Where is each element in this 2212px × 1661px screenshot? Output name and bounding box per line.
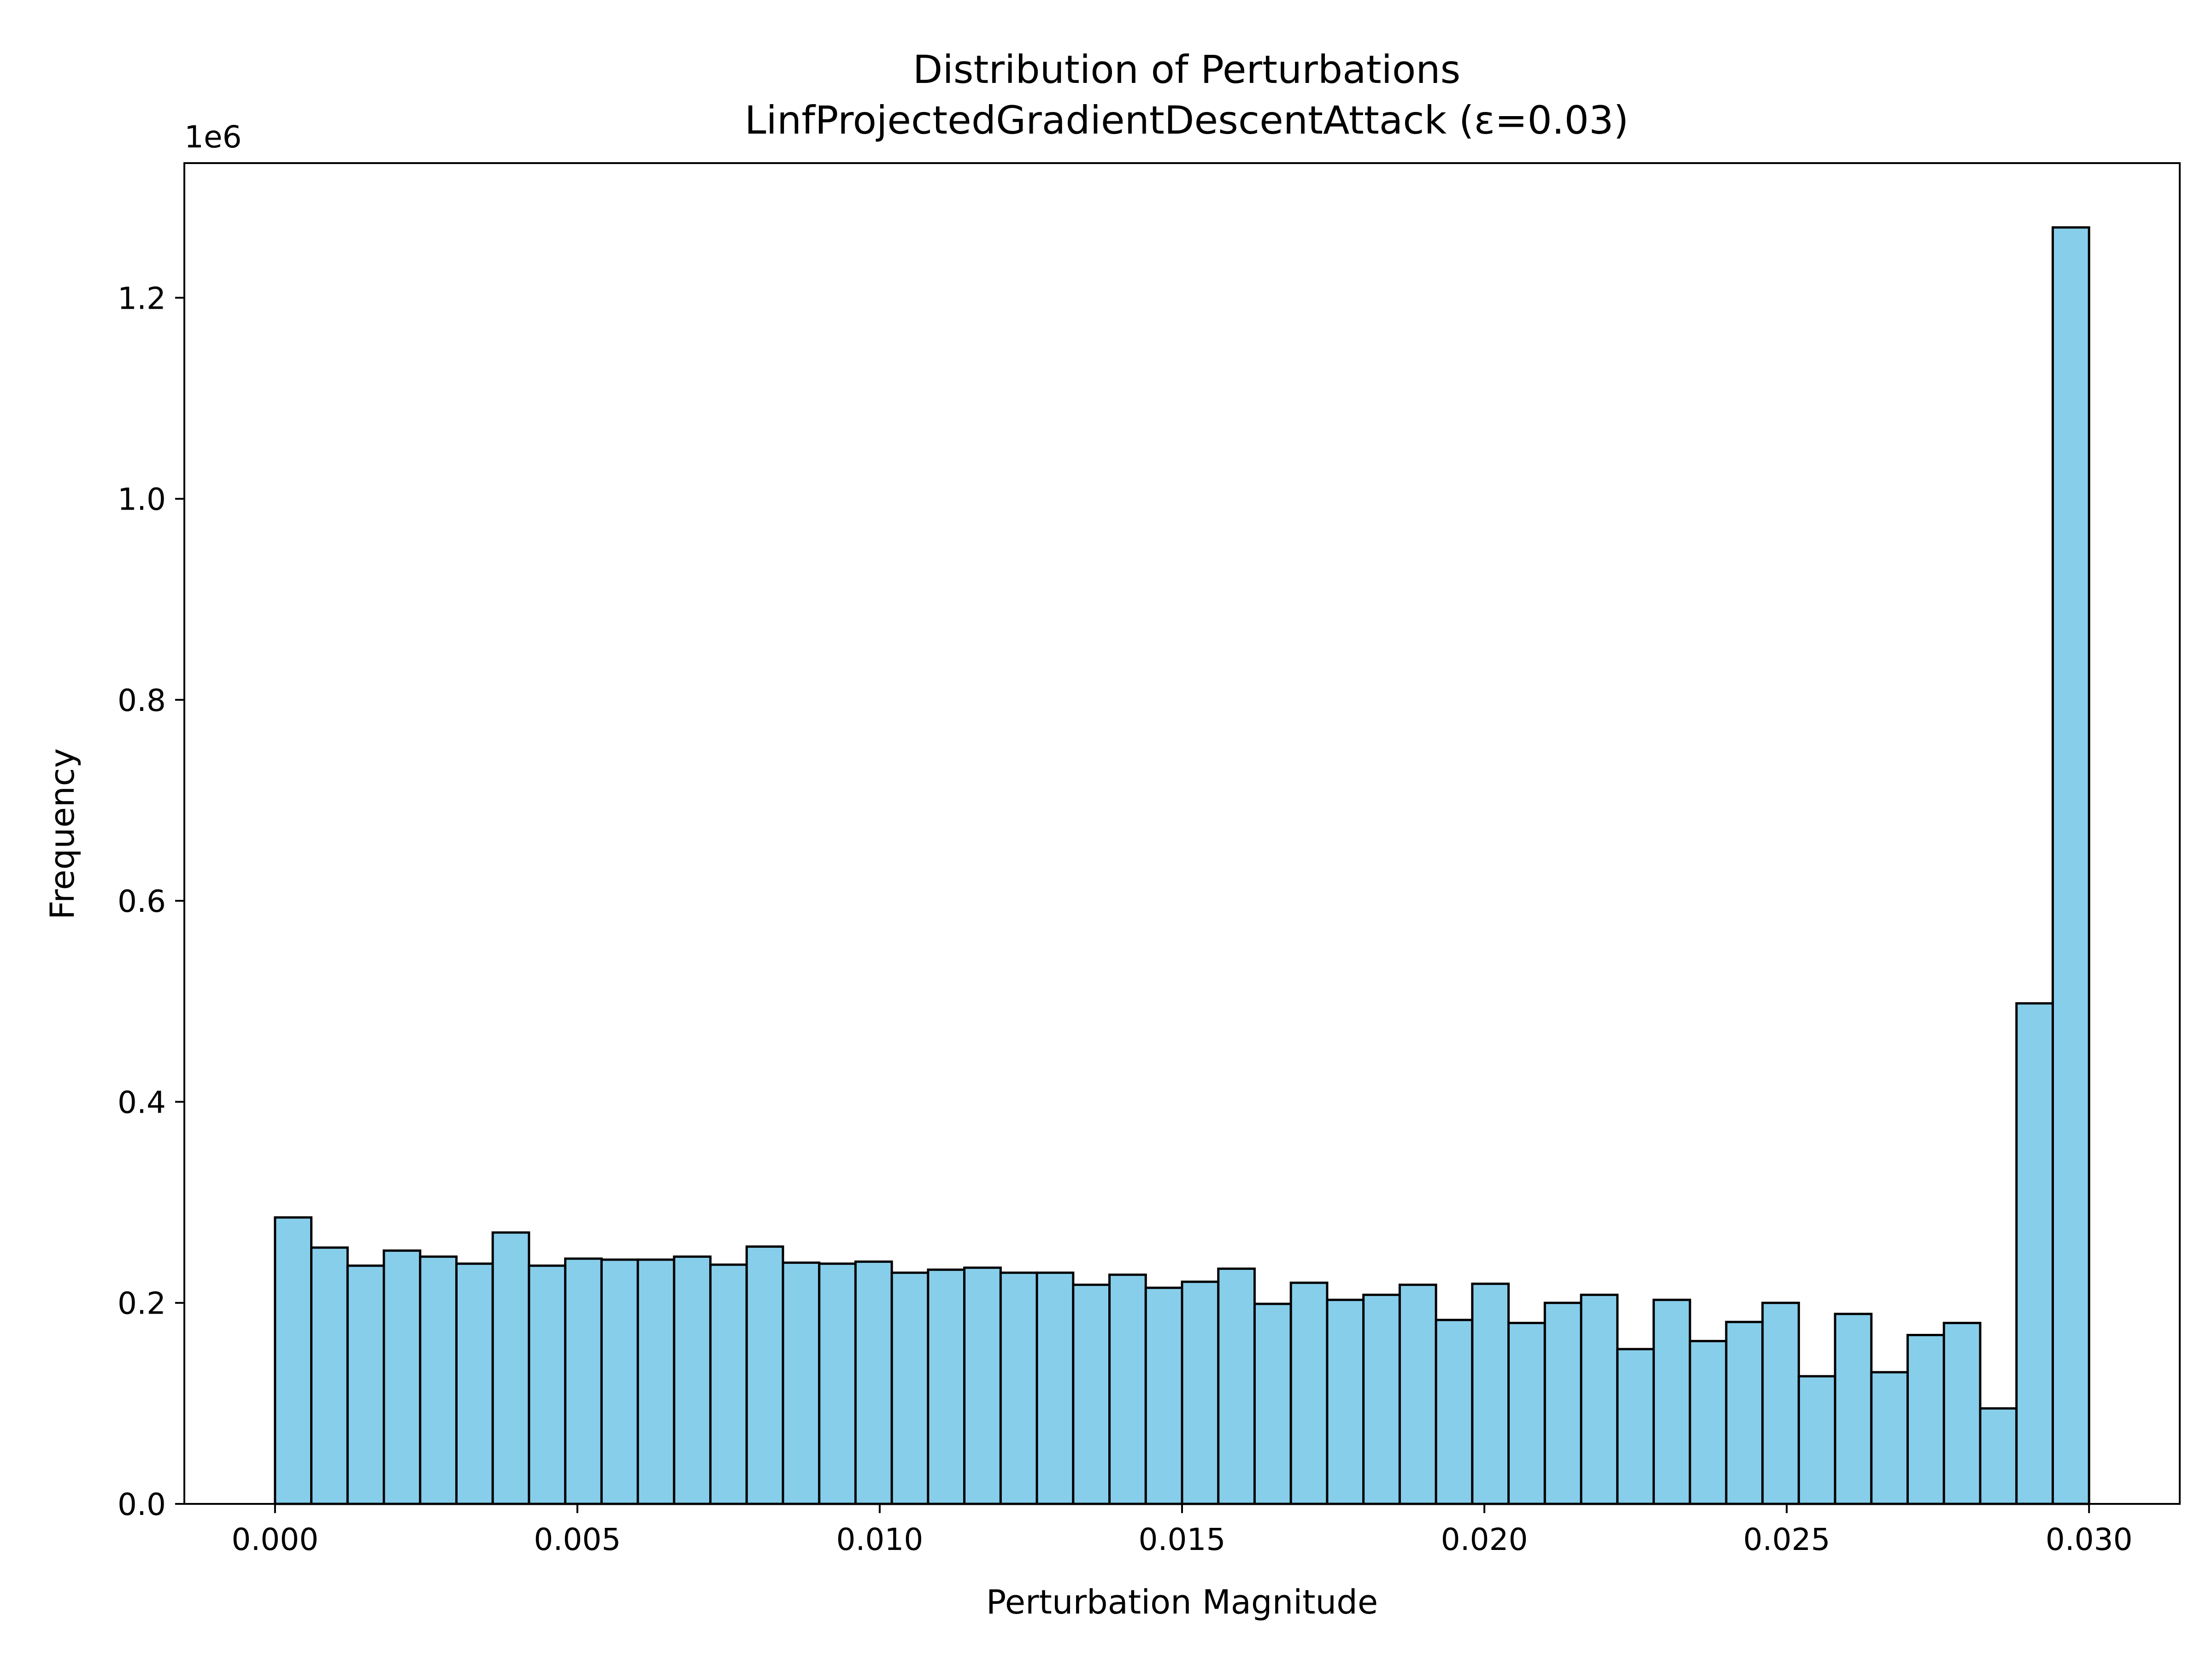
histogram-bars [274, 226, 2090, 1505]
histogram-bar [1289, 1281, 1329, 1505]
histogram-bar [310, 1246, 349, 1505]
histogram-bar [963, 1266, 1002, 1505]
y-tick-label: 0.6 [118, 884, 166, 919]
x-tick-label: 0.010 [836, 1522, 923, 1557]
histogram-bar [636, 1258, 676, 1505]
histogram-bar [1797, 1375, 1836, 1505]
histogram-bar [1217, 1268, 1256, 1505]
histogram-bar [2015, 1002, 2054, 1505]
histogram-bar [1507, 1321, 1546, 1505]
histogram-bar [1580, 1293, 1619, 1505]
histogram-bar [1362, 1293, 1401, 1505]
y-tick-label: 0.8 [118, 683, 166, 718]
histogram-bar [709, 1263, 748, 1505]
histogram-bar [1253, 1303, 1292, 1505]
y-axis-label: Frequency [43, 748, 82, 920]
histogram-bar [673, 1255, 712, 1505]
y-axis-offset-label: 1e6 [184, 119, 242, 155]
histogram-bar [818, 1262, 857, 1505]
x-tick-label: 0.025 [1743, 1522, 1830, 1557]
histogram-bar [528, 1264, 567, 1505]
histogram-bar [1072, 1283, 1111, 1505]
histogram-bar [1616, 1348, 1655, 1505]
histogram-bar [274, 1216, 313, 1505]
x-axis-ticks: 0.000 0.005 0.010 0.015 0.020 0.025 0.030 [231, 1504, 2133, 1557]
histogram-bar [745, 1245, 784, 1505]
y-tick-label: 0.0 [118, 1487, 166, 1522]
histogram-bar [564, 1257, 603, 1505]
chart-subtitle: LinfProjectedGradientDescentAttack (ε=0.… [745, 98, 1629, 143]
histogram-bar [600, 1258, 639, 1505]
histogram-bar [1761, 1302, 1800, 1505]
y-tick-label: 0.4 [118, 1085, 166, 1120]
x-tick-label: 0.030 [2046, 1522, 2133, 1557]
x-tick-label: 0.000 [231, 1522, 318, 1557]
chart-title: Distribution of Perturbations [913, 47, 1460, 92]
y-tick-label: 0.2 [118, 1286, 166, 1321]
histogram-bar [1942, 1321, 1982, 1505]
histogram-bar [1144, 1286, 1183, 1505]
y-axis-ticks: 0.0 0.2 0.4 0.6 0.8 1.0 1.2 [118, 281, 184, 1522]
histogram-bar [782, 1261, 821, 1505]
histogram-bar [890, 1271, 930, 1505]
histogram-bar [927, 1268, 966, 1505]
histogram-bar [1979, 1407, 2018, 1505]
histogram-bar [419, 1255, 458, 1505]
histogram-bar [1435, 1319, 1474, 1505]
histogram-bar [1906, 1334, 1945, 1505]
y-tick-label: 1.2 [118, 281, 166, 316]
histogram-bar [1326, 1298, 1365, 1505]
x-tick-label: 0.015 [1139, 1522, 1226, 1557]
histogram-bar [1035, 1271, 1075, 1505]
histogram-bar [2051, 226, 2090, 1505]
histogram-bar [1834, 1313, 1873, 1505]
histogram-bar [1181, 1280, 1220, 1505]
histogram-bar [1471, 1282, 1510, 1505]
plot-area-frame [183, 162, 2181, 1505]
histogram-bar [854, 1260, 893, 1505]
x-tick-label: 0.020 [1441, 1522, 1528, 1557]
histogram-bar [1543, 1302, 1583, 1505]
histogram-bar [1652, 1298, 1691, 1505]
histogram-bar [1398, 1283, 1437, 1505]
y-tick-label: 1.0 [118, 482, 166, 517]
histogram-bar [999, 1271, 1038, 1505]
x-tick-label: 0.005 [534, 1522, 621, 1557]
histogram-bar [346, 1264, 385, 1505]
histogram-bar [1725, 1321, 1764, 1505]
histogram-bar [491, 1231, 530, 1505]
histogram-bar [1688, 1340, 1728, 1505]
histogram-bar [1108, 1274, 1147, 1505]
x-axis-label: Perturbation Magnitude [986, 1583, 1378, 1621]
histogram-bar [382, 1249, 422, 1505]
histogram-bar [1870, 1371, 1909, 1505]
histogram-bar [455, 1262, 494, 1505]
